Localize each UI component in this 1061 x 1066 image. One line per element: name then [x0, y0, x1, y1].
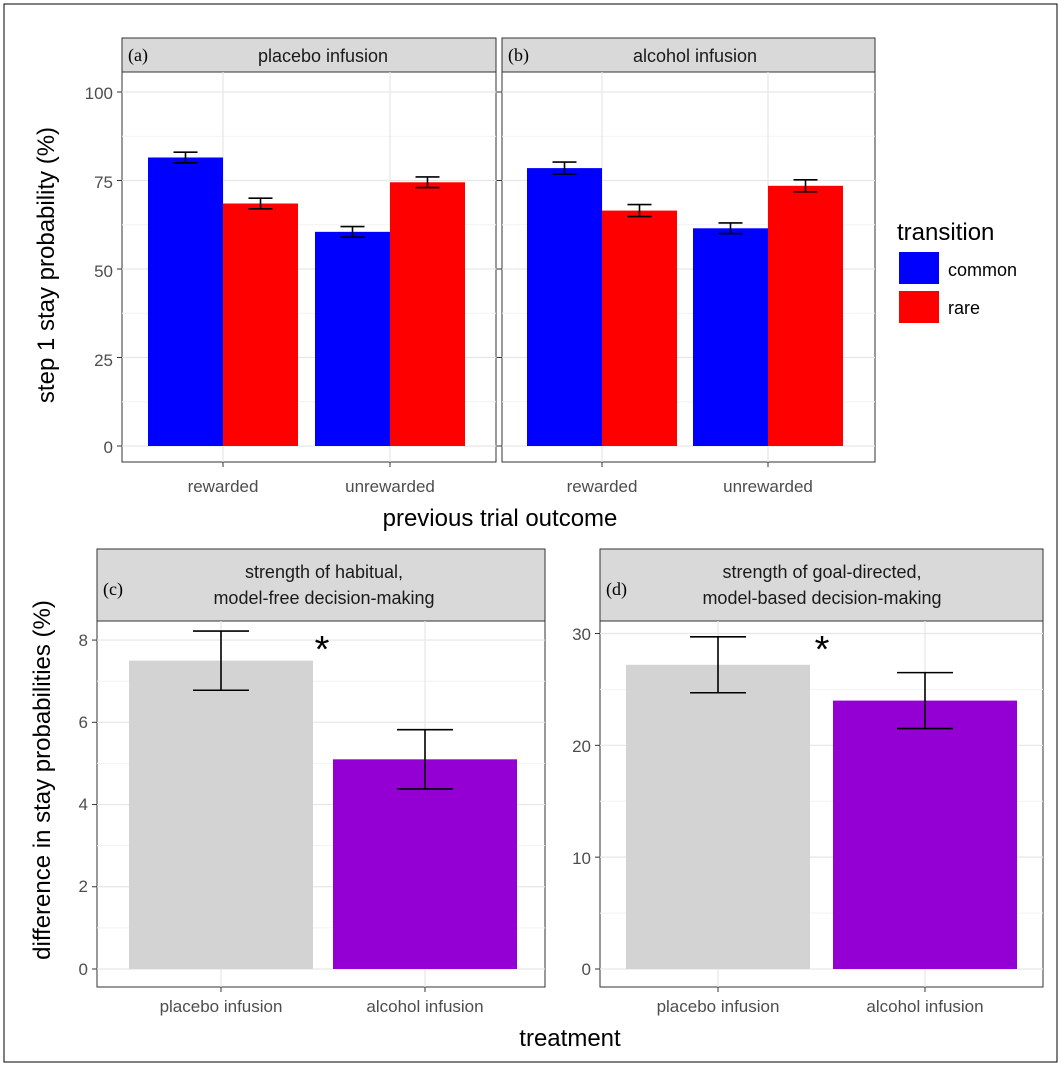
y-tick-label: 0	[104, 438, 113, 457]
panel-b-letter: (b)	[508, 45, 529, 66]
significance-marker: *	[815, 629, 830, 671]
y-tick-label: 50	[94, 262, 113, 281]
legend-swatch-rare	[899, 291, 939, 323]
x-tick-label: placebo infusion	[657, 997, 780, 1016]
y-tick-label: 4	[79, 795, 88, 814]
y-tick-label: 0	[79, 960, 88, 979]
bar-common-unrewarded	[693, 228, 768, 446]
bar-placebo-infusion	[626, 664, 810, 969]
x-axis-title-top: previous trial outcome	[383, 505, 618, 532]
bar-rare-rewarded	[223, 203, 298, 446]
bar-rare-rewarded	[602, 210, 677, 446]
x-tick-label: alcohol infusion	[866, 997, 983, 1016]
bar-common-rewarded	[148, 157, 223, 447]
panel-a-strip	[121, 37, 497, 73]
bar-rare-unrewarded	[390, 182, 465, 446]
panel-c-title-line1: strength of habitual,	[245, 562, 403, 582]
panel-c-strip	[96, 548, 546, 622]
bar-common-rewarded	[527, 168, 602, 447]
y-tick-label: 10	[572, 849, 591, 868]
panel-b-bars	[497, 72, 875, 467]
legend-swatch-common	[899, 252, 939, 284]
y-tick-label: 100	[85, 84, 113, 103]
y-tick-label: 0	[582, 960, 591, 979]
legend: transition common rare	[897, 219, 1017, 323]
panel-b: (b) alcohol infusion rewarded unrewarded	[497, 37, 876, 496]
legend-title: transition	[897, 219, 994, 246]
panel-d-letter: (d)	[606, 579, 627, 600]
panel-c-title-line2: model-free decision-making	[213, 588, 434, 608]
x-tick-label: alcohol infusion	[366, 997, 483, 1016]
y-tick-label: 30	[572, 625, 591, 644]
panel-b-strip	[501, 37, 876, 73]
x-tick-label: unrewarded	[345, 477, 435, 496]
y-tick-label: 6	[79, 713, 88, 732]
panel-a-letter: (a)	[128, 45, 148, 66]
y-axis-title-top: step 1 stay probability (%)	[33, 127, 60, 403]
panel-d-strip	[599, 548, 1044, 622]
panel-a-title: placebo infusion	[258, 46, 388, 66]
significance-marker: *	[315, 629, 330, 671]
panel-a-bars	[117, 72, 496, 467]
bar-common-unrewarded	[315, 231, 390, 446]
bar-alcohol-infusion	[333, 759, 517, 969]
legend-label-rare: rare	[948, 298, 980, 318]
legend-label-common: common	[948, 260, 1017, 280]
panel-b-title: alcohol infusion	[633, 46, 757, 66]
panel-c-letter: (c)	[103, 579, 123, 600]
x-axis-title-bottom: treatment	[519, 1025, 621, 1052]
panel-c: (c) strength of habitual, model-free dec…	[79, 548, 546, 1016]
y-tick-label: 2	[79, 877, 88, 896]
y-tick-label: 8	[79, 631, 88, 650]
x-tick-label: placebo infusion	[160, 997, 283, 1016]
y-tick-label: 20	[572, 737, 591, 756]
panel-a: (a) placebo infusion 0 25 50 75 100 rewa…	[85, 37, 497, 496]
bar-placebo-infusion	[129, 660, 313, 969]
panel-c-bars	[92, 621, 545, 992]
x-tick-label: rewarded	[188, 477, 259, 496]
panel-d-bars	[595, 621, 1043, 992]
panel-d-title-line2: model-based decision-making	[702, 588, 941, 608]
y-tick-label: 25	[94, 351, 113, 370]
panel-d: (d) strength of goal-directed, model-bas…	[572, 548, 1044, 1016]
x-tick-label: unrewarded	[723, 477, 813, 496]
x-tick-label: rewarded	[567, 477, 638, 496]
bar-rare-unrewarded	[768, 185, 843, 446]
y-axis-title-bottom: difference in stay probabilities (%)	[29, 600, 56, 960]
panel-d-title-line1: strength of goal-directed,	[722, 562, 921, 582]
y-tick-label: 75	[94, 173, 113, 192]
bar-alcohol-infusion	[833, 700, 1017, 969]
